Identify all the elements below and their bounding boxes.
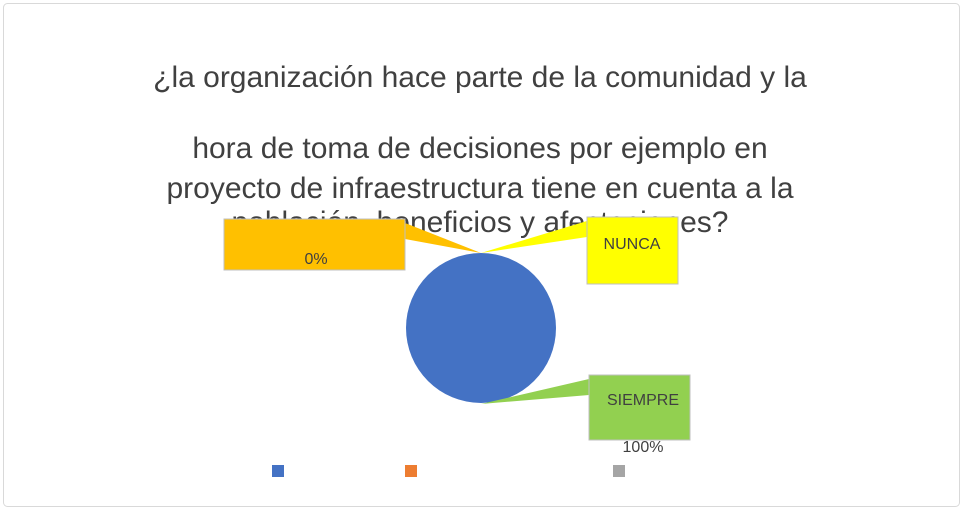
chart-title: hora de toma de decisiones por ejemplo e… [192, 132, 767, 165]
callout-box [588, 374, 691, 441]
legend-marker [405, 465, 417, 477]
value-label: 0% [304, 251, 327, 268]
callout-box [223, 218, 406, 271]
legend-marker [613, 465, 625, 477]
pie-slice [406, 253, 556, 403]
callout-pointer [405, 223, 481, 253]
chart-title: proyecto de infraestructura tiene en cue… [166, 172, 793, 205]
callout-box [586, 216, 679, 285]
callout-pointer [481, 221, 587, 253]
value-label: 100% [623, 439, 664, 456]
callout-pointer [481, 379, 589, 404]
category-label: NUNCA [604, 236, 661, 253]
legend-marker [272, 465, 284, 477]
chart-title: ¿la organización hace parte de la comuni… [153, 61, 807, 94]
category-label: SIEMPRE [607, 392, 679, 409]
